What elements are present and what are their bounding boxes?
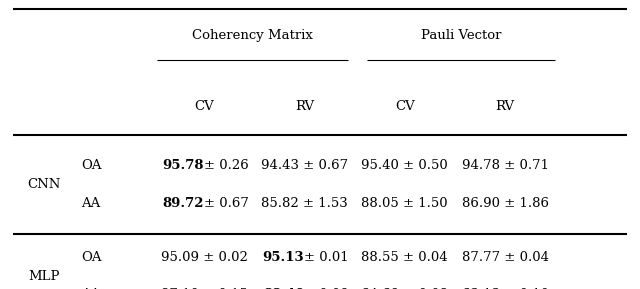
Text: 95.13: 95.13 [262, 251, 305, 264]
Text: 95.78: 95.78 [163, 159, 204, 172]
Text: Coherency Matrix: Coherency Matrix [192, 29, 313, 42]
Text: 86.90 ± 1.86: 86.90 ± 1.86 [461, 197, 548, 210]
Text: RV: RV [295, 100, 314, 113]
Text: Pauli Vector: Pauli Vector [421, 29, 501, 42]
Text: CNN: CNN [28, 178, 61, 191]
Text: CV: CV [395, 100, 415, 113]
Text: 89.72: 89.72 [163, 197, 204, 210]
Text: OA: OA [81, 251, 101, 264]
Text: 64.69 ± 0.08: 64.69 ± 0.08 [361, 288, 448, 289]
Text: OA: OA [81, 159, 101, 172]
Text: ± 0.09: ± 0.09 [305, 288, 349, 289]
Text: 85.82 ± 1.53: 85.82 ± 1.53 [261, 197, 348, 210]
Text: 87.10 ± 0.15: 87.10 ± 0.15 [161, 288, 247, 289]
Text: 88.40: 88.40 [263, 288, 305, 289]
Text: 95.09 ± 0.02: 95.09 ± 0.02 [161, 251, 248, 264]
Text: AA: AA [81, 197, 100, 210]
Text: 88.05 ± 1.50: 88.05 ± 1.50 [362, 197, 448, 210]
Text: 95.40 ± 0.50: 95.40 ± 0.50 [362, 159, 448, 172]
Text: 94.43 ± 0.67: 94.43 ± 0.67 [260, 159, 348, 172]
Text: 87.77 ± 0.04: 87.77 ± 0.04 [461, 251, 548, 264]
Text: ± 0.01: ± 0.01 [305, 251, 349, 264]
Text: RV: RV [495, 100, 515, 113]
Text: 88.55 ± 0.04: 88.55 ± 0.04 [362, 251, 448, 264]
Text: 63.13 ± 0.10: 63.13 ± 0.10 [461, 288, 548, 289]
Text: 94.78 ± 0.71: 94.78 ± 0.71 [461, 159, 548, 172]
Text: AA: AA [81, 288, 100, 289]
Text: CV: CV [194, 100, 214, 113]
Text: MLP: MLP [28, 270, 60, 283]
Text: ± 0.67: ± 0.67 [204, 197, 249, 210]
Text: ± 0.26: ± 0.26 [204, 159, 249, 172]
